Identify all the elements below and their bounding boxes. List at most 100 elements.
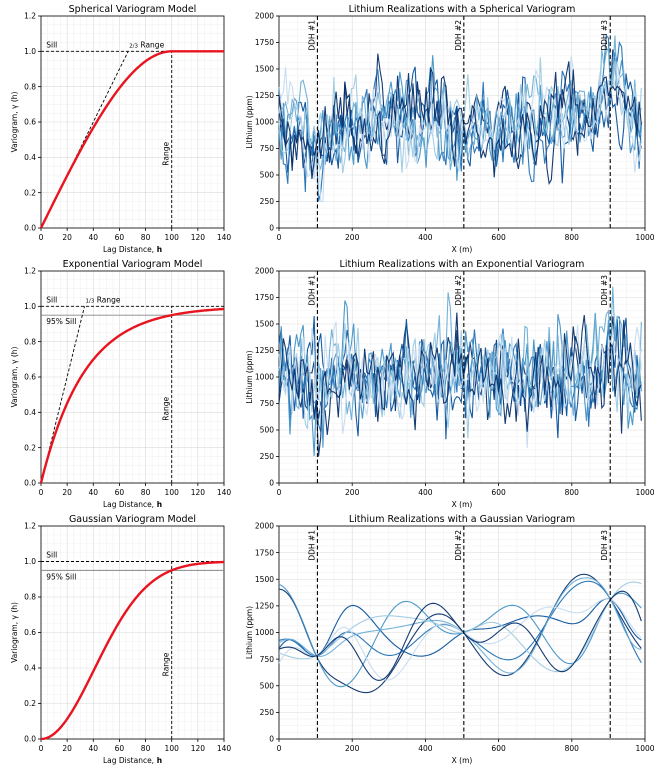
tangent-fraction: 2/3 [129,43,138,49]
chart-title: Lithium Realizations with an Exponential… [340,259,585,270]
y-axis-label: Variogram, γ (h) [10,92,19,153]
realization-line [278,56,642,203]
y-tick-label: 1750 [255,548,274,557]
variogram-curve [39,50,224,229]
y-tick-label: 1000 [255,373,274,382]
y-tick-label: 500 [260,426,275,435]
x-tick-label: 60 [115,233,125,242]
plot-frame [40,270,225,484]
x-tick-label: 800 [565,488,580,497]
x-axis-label-text: X (m) [452,500,473,509]
y-tick-label: 0.8 [24,337,36,346]
realization-line [278,580,642,664]
sill-95-label: 95% Sill [46,317,76,326]
x-tick-label: 0 [277,488,282,497]
tangent-label: 1/3 Range [86,295,121,304]
x-tick-label: 400 [418,488,433,497]
y-tick-label: 0.6 [24,628,36,637]
well-label: DDH #1 [307,530,316,561]
x-axis-label-text: X (m) [452,245,473,254]
y-tick-label: 0 [269,735,274,744]
x-tick-label: 40 [89,488,99,497]
x-tick-label: 60 [115,744,125,753]
y-tick-label: 0.4 [24,664,36,673]
y-tick-label: 0.6 [24,373,36,382]
chart-title: Spherical Variogram Model [69,4,197,15]
y-tick-label: 1.0 [24,302,36,311]
y-tick-label: 1.2 [24,12,36,21]
sill-95-label: 95% Sill [46,572,76,581]
y-tick-label: 2000 [255,522,274,531]
x-axis-label: X (m) [452,245,473,254]
x-tick-label: 40 [89,233,99,242]
y-tick-label: 1500 [255,320,274,329]
y-tick-label: 1000 [255,628,274,637]
x-tick-label: 20 [62,233,72,242]
range-label: Range [162,142,171,166]
realization-line [278,57,642,179]
y-tick-label: 1250 [255,346,274,355]
x-tick-label: 100 [165,744,180,753]
x-tick-label: 400 [418,233,433,242]
realization-line [278,581,642,673]
y-axis-label: Lithium (ppm) [245,95,254,148]
x-tick-label: 800 [565,233,580,242]
y-axis-label: Lithium (ppm) [245,606,254,659]
x-tick-label: 400 [418,744,433,753]
x-tick-label: 20 [62,744,72,753]
realization-line [278,577,642,674]
x-axis-label-text: Lag Distance, [103,756,154,765]
chart-panel-exponential_model: 0 20 40 60 80 100 120 140 0.0 0.2 0.4 0.6 0.8 1.0 1.2 E… [10,259,231,509]
tangent-word: Range [138,40,165,49]
y-tick-label: 2000 [255,12,274,21]
y-tick-label: 750 [260,144,275,153]
chart-title: Lithium Realizations with a Gaussian Var… [349,514,575,525]
plot-frame [278,525,646,740]
tangent-word: Range [94,295,121,304]
x-tick-label: 140 [217,744,232,753]
realization-line [278,61,642,180]
x-tick-label: 0 [39,488,44,497]
y-tick-label: 0.4 [24,408,36,417]
x-tick-label: 1000 [635,488,654,497]
y-tick-label: 0.8 [24,82,36,91]
chart-panel-gaussian_realizations: 0 200 400 600 800 1000 0 250 500 750 1000 1250 1500 1… [245,514,655,765]
x-axis-label: X (m) [452,756,473,765]
y-tick-label: 1750 [255,293,274,302]
x-tick-label: 120 [191,488,206,497]
x-tick-label: 600 [491,744,506,753]
x-axis-label: Lag Distance, h [103,756,162,765]
x-tick-label: 80 [141,744,151,753]
y-tick-label: 0.0 [24,735,36,744]
y-tick-label: 1500 [255,575,274,584]
realization-line [278,583,642,688]
y-tick-label: 0.2 [24,443,36,452]
chart-title: Gaussian Variogram Model [69,514,196,525]
y-tick-label: 500 [260,681,275,690]
y-tick-label: 250 [260,452,275,461]
chart-panel-gaussian_model: 0 20 40 60 80 100 120 140 0.0 0.2 0.4 0.6 0.8 1.0 1.2 G… [10,514,231,765]
x-tick-label: 0 [39,744,44,753]
x-tick-label: 60 [115,488,125,497]
x-tick-label: 100 [165,233,180,242]
chart-panel-exponential_realizations: 0 200 400 600 800 1000 0 250 500 750 1000 1250 1500 1… [245,259,655,509]
well-label: DDH #2 [454,20,463,51]
y-tick-label: 1250 [255,602,274,611]
y-tick-label: 0.2 [24,188,36,197]
y-tick-label: 0 [269,224,274,233]
x-tick-label: 80 [141,488,151,497]
y-tick-label: 1.2 [24,267,36,276]
y-tick-label: 250 [260,708,275,717]
x-axis-label-bold: h [154,756,162,765]
y-tick-label: 1.0 [24,557,36,566]
x-tick-label: 20 [62,488,72,497]
y-axis-label: Variogram, γ (h) [10,602,19,663]
range-label: Range [162,652,171,676]
x-tick-label: 0 [277,233,282,242]
y-tick-label: 1500 [255,65,274,74]
sill-label: Sill [46,551,57,560]
realization-line [278,598,642,681]
y-tick-label: 1000 [255,118,274,127]
well-label: DDH #2 [454,530,463,561]
